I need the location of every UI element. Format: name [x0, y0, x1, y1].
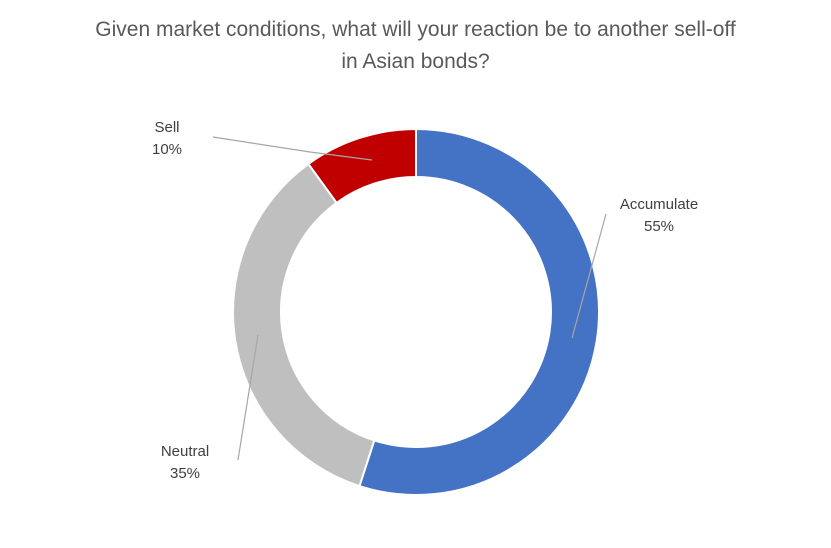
data-label-name: Neutral — [161, 443, 209, 460]
leader-line — [237, 334, 259, 461]
chart-title: Given market conditions, what will your … — [95, 18, 736, 73]
leader-line — [571, 213, 607, 339]
data-label-name: Accumulate — [620, 196, 698, 213]
data-label-name: Sell — [154, 119, 179, 136]
donut-slice — [358, 127, 600, 496]
data-label-value: 35% — [170, 465, 200, 482]
donut-slice — [307, 127, 417, 205]
donut-slice — [232, 162, 376, 488]
data-label-value: 55% — [644, 218, 674, 235]
data-label-value: 10% — [152, 141, 182, 158]
leader-line — [212, 136, 373, 161]
